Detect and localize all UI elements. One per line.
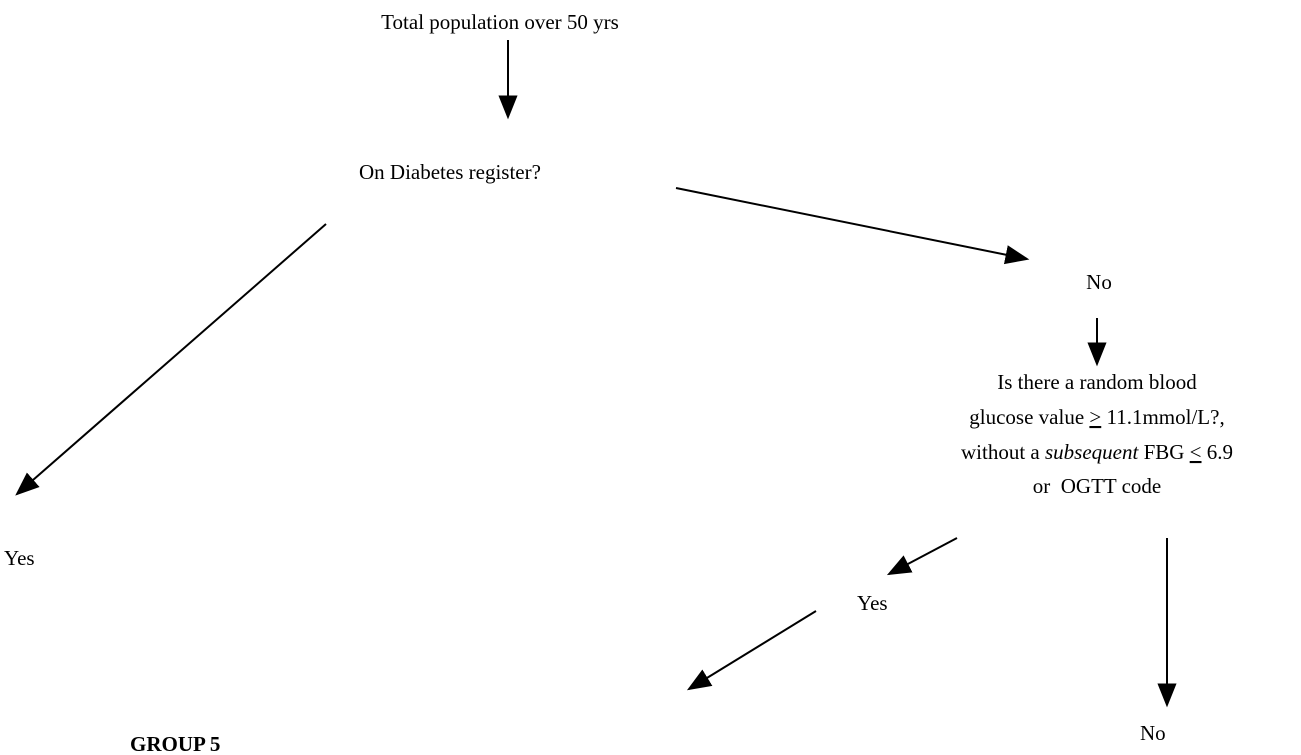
node-label: Yes bbox=[4, 546, 35, 570]
symbol: < bbox=[1190, 440, 1202, 464]
node-label: On Diabetes register? bbox=[359, 160, 541, 184]
node-label: Total population over 50 yrs bbox=[381, 10, 619, 34]
node-line: without a subsequent FBG < 6.9 bbox=[961, 440, 1233, 464]
node-label: No bbox=[1140, 721, 1166, 745]
text: 11.1mmol/L?, bbox=[1101, 405, 1224, 429]
arrow bbox=[15, 223, 327, 496]
node-line: or OGTT code bbox=[1033, 474, 1162, 498]
node-label: GROUP 5 bbox=[130, 732, 220, 755]
text: 6.9 bbox=[1202, 440, 1234, 464]
node-label: No bbox=[1086, 270, 1112, 294]
arrow bbox=[886, 537, 958, 576]
text: subsequent bbox=[1045, 440, 1139, 464]
node-label: Yes bbox=[857, 591, 888, 615]
text: or OGTT code bbox=[1033, 474, 1162, 498]
node-line: glucose value > 11.1mmol/L?, bbox=[969, 405, 1224, 429]
text: Is there a random blood bbox=[997, 370, 1197, 394]
text: glucose value bbox=[969, 405, 1089, 429]
text: without a bbox=[961, 440, 1045, 464]
text: FBG bbox=[1138, 440, 1189, 464]
symbol: > bbox=[1089, 405, 1101, 429]
arrow bbox=[686, 610, 817, 691]
node-line: Is there a random blood bbox=[997, 370, 1197, 394]
arrow bbox=[675, 187, 1030, 265]
